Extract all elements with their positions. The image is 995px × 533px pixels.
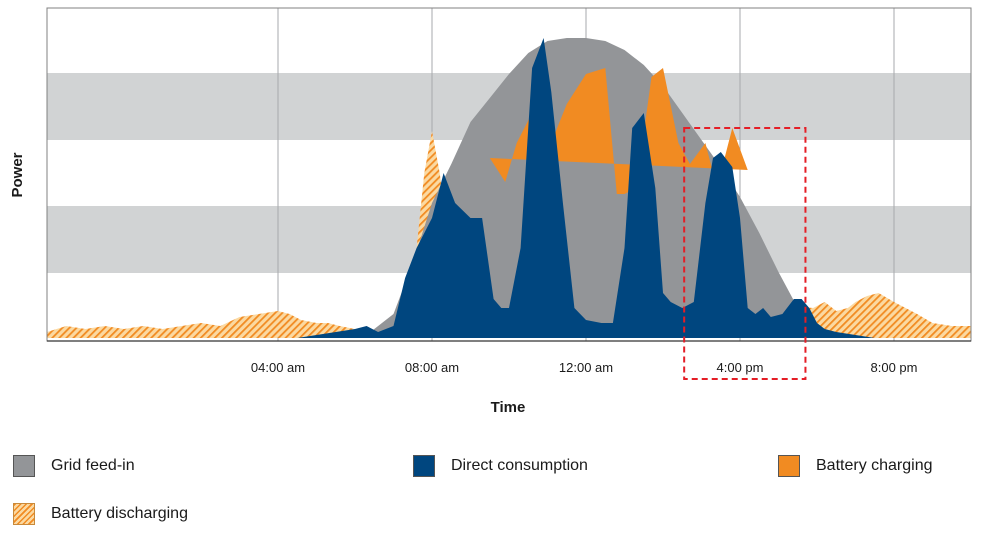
battery-discharging-swatch xyxy=(13,503,35,525)
x-tick-label: 08:00 am xyxy=(405,360,459,375)
y-axis-title: Power xyxy=(9,152,26,197)
x-tick-label: 04:00 am xyxy=(251,360,305,375)
grid-feed-in-swatch xyxy=(13,455,35,477)
legend-battery-charging: Battery charging xyxy=(778,455,933,477)
legend-label: Grid feed-in xyxy=(51,457,135,474)
legend-label: Direct consumption xyxy=(451,457,588,474)
battery-charging-swatch xyxy=(778,455,800,477)
x-tick-label: 12:00 am xyxy=(559,360,613,375)
x-tick-label: 4:00 pm xyxy=(717,360,764,375)
legend-label: Battery discharging xyxy=(51,505,188,522)
highlight-box xyxy=(683,127,807,380)
legend-battery-discharging: Battery discharging xyxy=(13,503,188,525)
x-tick-label: 8:00 pm xyxy=(871,360,918,375)
direct-consumption-area xyxy=(297,38,894,338)
legend-grid-feed-in: Grid feed-in xyxy=(13,455,135,477)
legend-direct-consumption: Direct consumption xyxy=(413,455,588,477)
x-axis-title: Time xyxy=(491,399,526,416)
direct-consumption-swatch xyxy=(413,455,435,477)
legend-label: Battery charging xyxy=(816,457,933,474)
